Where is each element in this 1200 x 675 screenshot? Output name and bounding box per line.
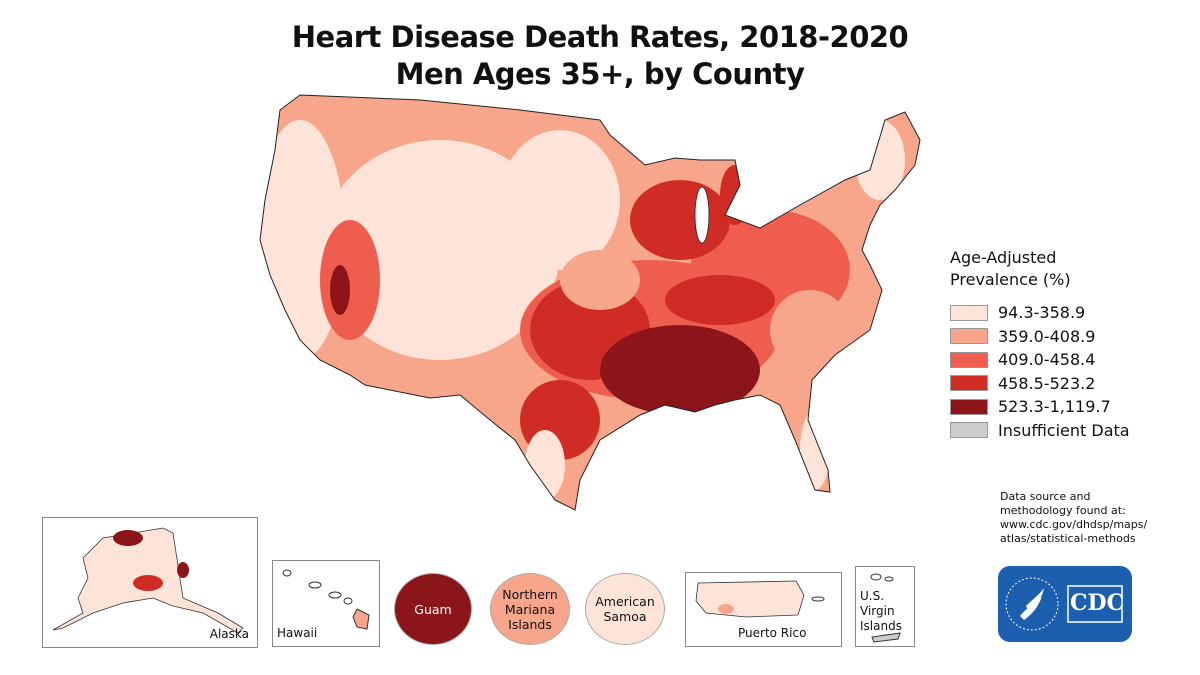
hawaii-label: Hawaii [277,626,318,640]
legend-item: Insufficient Data [950,419,1130,443]
puerto-rico-label: Puerto Rico [738,626,807,640]
cdc-logo: CDC [998,566,1132,642]
legend-swatch [950,375,988,392]
cdc-logo-text: CDC [1070,590,1125,616]
county-shading [260,120,905,500]
usvi-label: U.S. Virgin Islands [860,589,902,633]
legend-label: 458.5-523.2 [998,373,1096,393]
legend-label: 523.3-1,119.7 [998,397,1111,417]
lake-michigan [694,186,710,244]
alaska-shape [52,527,244,634]
legend-swatch [950,328,988,345]
legend-item: 409.0-458.4 [950,348,1130,372]
legend-item: 94.3-358.9 [950,301,1130,325]
legend-label: 409.0-458.4 [998,350,1096,370]
northern-mariana-islands-region: Northern Mariana Islands [490,573,570,645]
source-url: atlas/statistical-methods [1000,532,1136,545]
source-line: Data source and [1000,490,1091,503]
data-source-note: Data source and methodology found at: ww… [1000,490,1147,546]
legend-label: 94.3-358.9 [998,303,1086,323]
legend-item: 458.5-523.2 [950,372,1130,396]
american-samoa-region: American Samoa [585,573,665,645]
hhs-eagle-icon [1005,577,1123,631]
usvi-shape [870,573,901,643]
legend: Age-Adjusted Prevalence (%) 94.3-358.9 35… [950,247,1130,442]
title-line-2: Men Ages 35+, by County [395,57,805,91]
hawaii-shape [282,569,370,630]
legend-label: Insufficient Data [998,420,1130,440]
legend-swatch [950,304,988,321]
legend-item: 359.0-408.9 [950,325,1130,349]
alaska-inset: Alaska [42,517,258,648]
hawaii-inset: Hawaii [272,560,380,647]
nmi-label: Northern Mariana Islands [502,586,558,632]
legend-title-line-2: Prevalence (%) [950,270,1071,289]
source-line: methodology found at: [1000,504,1126,517]
puerto-rico-shape [695,580,825,618]
legend-item: 523.3-1,119.7 [950,395,1130,419]
legend-label: 359.0-408.9 [998,326,1096,346]
samoa-label: American Samoa [595,594,655,624]
source-url: www.cdc.gov/dhdsp/maps/ [1000,518,1148,531]
guam-region: Guam [394,573,472,645]
puerto-rico-inset: Puerto Rico [685,572,842,647]
alaska-label: Alaska [209,627,249,641]
legend-swatch [950,422,988,439]
legend-swatch [950,351,988,368]
legend-title-line-1: Age-Adjusted [950,248,1057,267]
legend-swatch [950,398,988,415]
usvi-inset: U.S. Virgin Islands [855,566,915,647]
guam-label: Guam [414,601,452,617]
title-line-1: Heart Disease Death Rates, 2018-2020 [291,20,909,54]
